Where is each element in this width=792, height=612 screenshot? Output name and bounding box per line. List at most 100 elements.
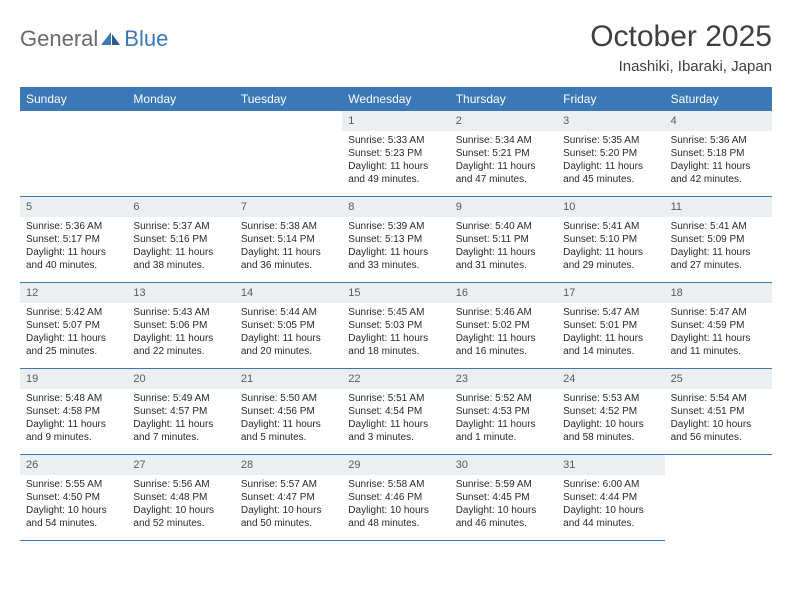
sunset-line: Sunset: 5:18 PM bbox=[671, 147, 766, 160]
day-details: Sunrise: 5:47 AMSunset: 4:59 PMDaylight:… bbox=[665, 303, 772, 364]
day-number: 2 bbox=[450, 111, 557, 131]
daylight-line: Daylight: 11 hours and 45 minutes. bbox=[563, 160, 658, 186]
daylight-line: Daylight: 10 hours and 54 minutes. bbox=[26, 504, 121, 530]
day-details: Sunrise: 5:53 AMSunset: 4:52 PMDaylight:… bbox=[557, 389, 664, 450]
day-details: Sunrise: 5:39 AMSunset: 5:13 PMDaylight:… bbox=[342, 217, 449, 278]
sunrise-line: Sunrise: 5:41 AM bbox=[563, 220, 658, 233]
day-details: Sunrise: 5:35 AMSunset: 5:20 PMDaylight:… bbox=[557, 131, 664, 192]
day-details: Sunrise: 5:41 AMSunset: 5:10 PMDaylight:… bbox=[557, 217, 664, 278]
day-details: Sunrise: 5:34 AMSunset: 5:21 PMDaylight:… bbox=[450, 131, 557, 192]
sunrise-line: Sunrise: 5:33 AM bbox=[348, 134, 443, 147]
day-number: 22 bbox=[342, 369, 449, 389]
calendar-day-cell: 14 Sunrise: 5:44 AMSunset: 5:05 PMDayligh… bbox=[235, 283, 342, 369]
sunrise-line: Sunrise: 5:57 AM bbox=[241, 478, 336, 491]
day-details: Sunrise: 5:54 AMSunset: 4:51 PMDaylight:… bbox=[665, 389, 772, 450]
daylight-line: Daylight: 11 hours and 31 minutes. bbox=[456, 246, 551, 272]
sunset-line: Sunset: 4:45 PM bbox=[456, 491, 551, 504]
day-details: Sunrise: 5:36 AMSunset: 5:17 PMDaylight:… bbox=[20, 217, 127, 278]
daylight-line: Daylight: 11 hours and 27 minutes. bbox=[671, 246, 766, 272]
daylight-line: Daylight: 10 hours and 58 minutes. bbox=[563, 418, 658, 444]
calendar-day-cell: 30Sunrise: 5:59 AMSunset: 4:45 PMDayligh… bbox=[450, 455, 557, 541]
sunset-line: Sunset: 5:01 PM bbox=[563, 319, 658, 332]
sunrise-line: Sunrise: 5:38 AM bbox=[241, 220, 336, 233]
calendar-day-cell: 17Sunrise: 5:47 AMSunset: 5:01 PMDayligh… bbox=[557, 283, 664, 369]
day-number: 5 bbox=[20, 197, 127, 217]
calendar-day-cell: 20Sunrise: 5:49 AMSunset: 4:57 PMDayligh… bbox=[127, 369, 234, 455]
sunset-line: Sunset: 5:11 PM bbox=[456, 233, 551, 246]
daylight-line: Daylight: 11 hours and 38 minutes. bbox=[133, 246, 228, 272]
sunrise-line: Sunrise: 5:51 AM bbox=[348, 392, 443, 405]
calendar-day-cell: 6Sunrise: 5:37 AMSunset: 5:16 PMDaylight… bbox=[127, 197, 234, 283]
calendar-day-cell: 31Sunrise: 6:00 AMSunset: 4:44 PMDayligh… bbox=[557, 455, 664, 541]
sunrise-line: Sunrise: 5:35 AM bbox=[563, 134, 658, 147]
daylight-line: Daylight: 11 hours and 11 minutes. bbox=[671, 332, 766, 358]
day-number: 18 bbox=[665, 283, 772, 303]
weekday-header-cell: Thursday bbox=[450, 87, 557, 111]
daylight-line: Daylight: 11 hours and 33 minutes. bbox=[348, 246, 443, 272]
sunrise-line: Sunrise: 5:53 AM bbox=[563, 392, 658, 405]
daylight-line: Daylight: 11 hours and 1 minute. bbox=[456, 418, 551, 444]
day-details: Sunrise: 5:46 AMSunset: 5:02 PMDaylight:… bbox=[450, 303, 557, 364]
daylight-line: Daylight: 11 hours and 36 minutes. bbox=[241, 246, 336, 272]
weekday-header-cell: Sunday bbox=[20, 87, 127, 111]
calendar-day-cell: 28Sunrise: 5:57 AMSunset: 4:47 PMDayligh… bbox=[235, 455, 342, 541]
sunset-line: Sunset: 5:10 PM bbox=[563, 233, 658, 246]
calendar-day-cell: 13Sunrise: 5:43 AMSunset: 5:06 PMDayligh… bbox=[127, 283, 234, 369]
day-details: Sunrise: 5:42 AMSunset: 5:07 PMDaylight:… bbox=[20, 303, 127, 364]
sunrise-line: Sunrise: 5:49 AM bbox=[133, 392, 228, 405]
day-number: 29 bbox=[342, 455, 449, 475]
calendar-day-cell: 16Sunrise: 5:46 AMSunset: 5:02 PMDayligh… bbox=[450, 283, 557, 369]
calendar-empty-cell bbox=[127, 111, 234, 197]
daylight-line: Daylight: 10 hours and 52 minutes. bbox=[133, 504, 228, 530]
daylight-line: Daylight: 11 hours and 18 minutes. bbox=[348, 332, 443, 358]
sunset-line: Sunset: 4:54 PM bbox=[348, 405, 443, 418]
daylight-line: Daylight: 11 hours and 20 minutes. bbox=[241, 332, 336, 358]
calendar-day-cell: 10Sunrise: 5:41 AMSunset: 5:10 PMDayligh… bbox=[557, 197, 664, 283]
calendar-day-cell: 15Sunrise: 5:45 AMSunset: 5:03 PMDayligh… bbox=[342, 283, 449, 369]
calendar-day-cell: 11Sunrise: 5:41 AMSunset: 5:09 PMDayligh… bbox=[665, 197, 772, 283]
day-details: Sunrise: 5:37 AMSunset: 5:16 PMDaylight:… bbox=[127, 217, 234, 278]
sunset-line: Sunset: 4:48 PM bbox=[133, 491, 228, 504]
sunset-line: Sunset: 5:02 PM bbox=[456, 319, 551, 332]
calendar-day-cell: 2Sunrise: 5:34 AMSunset: 5:21 PMDaylight… bbox=[450, 111, 557, 197]
day-details: Sunrise: 5:58 AMSunset: 4:46 PMDaylight:… bbox=[342, 475, 449, 536]
calendar-day-cell: 7Sunrise: 5:38 AMSunset: 5:14 PMDaylight… bbox=[235, 197, 342, 283]
sunset-line: Sunset: 5:17 PM bbox=[26, 233, 121, 246]
day-number: 14 bbox=[235, 283, 342, 303]
daylight-line: Daylight: 11 hours and 42 minutes. bbox=[671, 160, 766, 186]
sunset-line: Sunset: 5:03 PM bbox=[348, 319, 443, 332]
sunset-line: Sunset: 4:56 PM bbox=[241, 405, 336, 418]
day-number: 16 bbox=[450, 283, 557, 303]
logo-sail-icon bbox=[100, 31, 122, 47]
sunrise-line: Sunrise: 5:44 AM bbox=[241, 306, 336, 319]
daylight-line: Daylight: 10 hours and 46 minutes. bbox=[456, 504, 551, 530]
calendar-day-cell: 5Sunrise: 5:36 AMSunset: 5:17 PMDaylight… bbox=[20, 197, 127, 283]
calendar-day-cell: 23Sunrise: 5:52 AMSunset: 4:53 PMDayligh… bbox=[450, 369, 557, 455]
weekday-header-cell: Friday bbox=[557, 87, 664, 111]
logo-text-general: General bbox=[20, 26, 98, 52]
sunrise-line: Sunrise: 5:34 AM bbox=[456, 134, 551, 147]
day-details: Sunrise: 5:57 AMSunset: 4:47 PMDaylight:… bbox=[235, 475, 342, 536]
sunrise-line: Sunrise: 5:39 AM bbox=[348, 220, 443, 233]
sunset-line: Sunset: 5:20 PM bbox=[563, 147, 658, 160]
title-block: October 2025 Inashiki, Ibaraki, Japan bbox=[590, 20, 772, 75]
sunrise-line: Sunrise: 5:55 AM bbox=[26, 478, 121, 491]
day-details: Sunrise: 5:51 AMSunset: 4:54 PMDaylight:… bbox=[342, 389, 449, 450]
page-header: General Blue October 2025 Inashiki, Ibar… bbox=[20, 20, 772, 75]
day-number: 24 bbox=[557, 369, 664, 389]
sunset-line: Sunset: 5:21 PM bbox=[456, 147, 551, 160]
weekday-header-row: SundayMondayTuesdayWednesdayThursdayFrid… bbox=[20, 87, 772, 111]
daylight-line: Daylight: 11 hours and 40 minutes. bbox=[26, 246, 121, 272]
day-details: Sunrise: 5:55 AMSunset: 4:50 PMDaylight:… bbox=[20, 475, 127, 536]
calendar-day-cell: 1Sunrise: 5:33 AMSunset: 5:23 PMDaylight… bbox=[342, 111, 449, 197]
daylight-line: Daylight: 11 hours and 5 minutes. bbox=[241, 418, 336, 444]
day-details: Sunrise: 5:49 AMSunset: 4:57 PMDaylight:… bbox=[127, 389, 234, 450]
day-number: 25 bbox=[665, 369, 772, 389]
day-details: Sunrise: 5:33 AMSunset: 5:23 PMDaylight:… bbox=[342, 131, 449, 192]
day-number: 11 bbox=[665, 197, 772, 217]
daylight-line: Daylight: 11 hours and 9 minutes. bbox=[26, 418, 121, 444]
sunset-line: Sunset: 5:05 PM bbox=[241, 319, 336, 332]
calendar-day-cell: 3Sunrise: 5:35 AMSunset: 5:20 PMDaylight… bbox=[557, 111, 664, 197]
weekday-header-cell: Tuesday bbox=[235, 87, 342, 111]
sunset-line: Sunset: 4:52 PM bbox=[563, 405, 658, 418]
